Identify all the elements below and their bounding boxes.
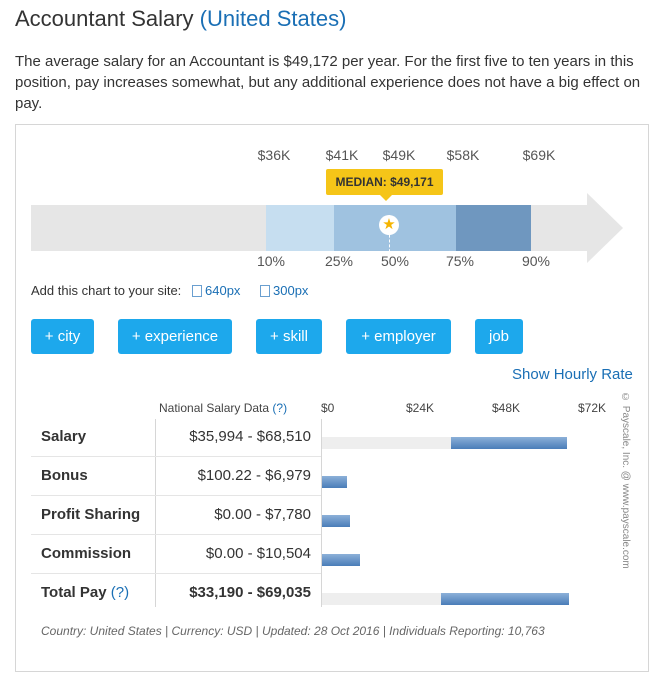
row-range-total-pay: $33,190 - $69,035 (189, 584, 311, 601)
row-label-commission: Commission (41, 545, 132, 562)
page-title: Accountant Salary (United States) (15, 6, 346, 32)
percentile-value-10: $36K (257, 147, 291, 163)
embed-640-link[interactable]: 640px (192, 283, 240, 298)
percentile-value-90: $69K (522, 147, 556, 163)
axis-tick-72k: $72K (578, 401, 607, 415)
row-range-salary: $35,994 - $68,510 (189, 428, 311, 445)
filter-job-button[interactable]: job (475, 319, 523, 354)
salary-description: The average salary for an Accountant is … (15, 53, 641, 112)
row-range-commission: $0.00 - $10,504 (205, 545, 311, 562)
table-help-link[interactable]: (?) (272, 401, 288, 415)
percentile-band-75-90 (456, 205, 531, 251)
row-range-profit-sharing: $0.00 - $7,780 (214, 506, 311, 523)
total-pay-help-link[interactable]: (?) (110, 584, 130, 601)
row-divider (31, 573, 321, 574)
data-footer: Country: United States | Currency: USD |… (41, 624, 545, 638)
add-chart-label: Add this chart to your site: (31, 283, 182, 298)
median-star-icon: ★ (379, 215, 399, 235)
bar-total-pay (440, 593, 570, 605)
bar-background-salary (322, 437, 451, 449)
embed-300-link[interactable]: 300px (260, 283, 308, 298)
chart-embed-icon (192, 285, 202, 297)
bar-background-total-pay (322, 593, 441, 605)
embed-640-label: 640px (205, 283, 241, 298)
filter-experience-button[interactable]: + experience (118, 319, 232, 354)
bar-bonus (322, 476, 347, 488)
axis-tick-48k: $48K (492, 401, 521, 415)
row-divider (31, 456, 321, 457)
row-label-salary: Salary (41, 428, 87, 445)
median-tag-pointer (380, 195, 392, 201)
axis-tick-24k: $24K (406, 401, 435, 415)
row-label-bonus: Bonus (41, 467, 88, 484)
filter-skill-button[interactable]: + skill (256, 319, 322, 354)
bar-profit-sharing (322, 515, 350, 527)
percentile-label-50: 50% (380, 253, 410, 269)
row-range-bonus: $100.22 - $6,979 (197, 467, 311, 484)
median-line (389, 215, 390, 267)
row-label-profit-sharing: Profit Sharing (41, 506, 141, 523)
percentile-label-25: 25% (324, 253, 354, 269)
row-label-total-pay: Total Pay (?) (41, 584, 129, 601)
row-divider (31, 534, 321, 535)
show-hourly-rate-link[interactable]: Show Hourly Rate (512, 366, 633, 383)
table-header-label: National Salary Data (159, 401, 270, 415)
bar-axis (321, 419, 322, 607)
table-divider (155, 419, 156, 607)
copyright-note: © Payscale, Inc. @ www.payscale.com (620, 392, 631, 569)
location-link[interactable]: (United States) (199, 6, 347, 31)
table-header: National Salary Data (?) (159, 401, 287, 415)
embed-300-label: 300px (273, 283, 309, 298)
percentile-value-50: $49K (382, 147, 416, 163)
percentile-label-10: 10% (256, 253, 286, 269)
axis-tick-0: $0 (321, 401, 335, 415)
bar-salary (450, 437, 568, 449)
percentile-arrow-head (587, 193, 623, 263)
percentile-label-90: 90% (521, 253, 551, 269)
bar-commission (322, 554, 360, 566)
percentile-value-75: $58K (446, 147, 480, 163)
filter-employer-button[interactable]: + employer (346, 319, 451, 354)
filter-city-button[interactable]: + city (31, 319, 94, 354)
percentile-value-25: $41K (325, 147, 359, 163)
percentile-band-10-25 (266, 205, 334, 251)
median-tag: MEDIAN: $49,171 (326, 169, 443, 195)
salary-panel (15, 124, 649, 672)
total-pay-label: Total Pay (41, 584, 107, 601)
percentile-label-75: 75% (445, 253, 475, 269)
chart-embed-icon (260, 285, 270, 297)
row-divider (31, 495, 321, 496)
title-text: Accountant Salary (15, 6, 194, 31)
